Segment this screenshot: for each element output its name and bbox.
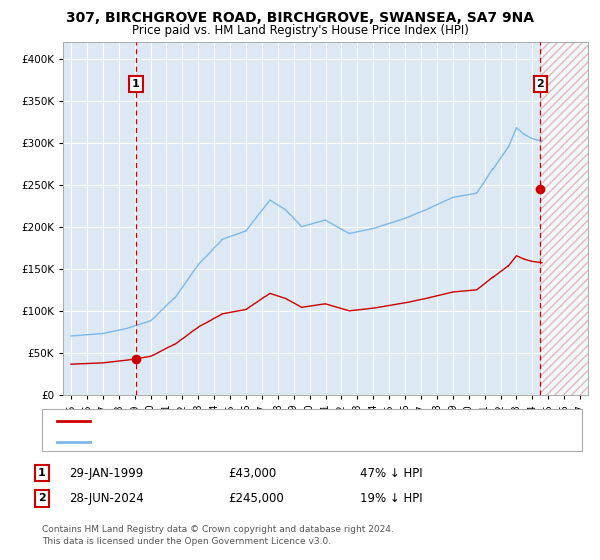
Text: 47% ↓ HPI: 47% ↓ HPI <box>360 466 422 480</box>
Text: Price paid vs. HM Land Registry's House Price Index (HPI): Price paid vs. HM Land Registry's House … <box>131 24 469 36</box>
Text: 1: 1 <box>38 468 46 478</box>
Text: Contains HM Land Registry data © Crown copyright and database right 2024.: Contains HM Land Registry data © Crown c… <box>42 525 394 534</box>
Text: 1: 1 <box>132 79 140 89</box>
Text: HPI: Average price, detached house, Swansea: HPI: Average price, detached house, Swan… <box>96 437 335 446</box>
Text: 28-JUN-2024: 28-JUN-2024 <box>69 492 144 505</box>
Text: 19% ↓ HPI: 19% ↓ HPI <box>360 492 422 505</box>
Text: £43,000: £43,000 <box>228 466 276 480</box>
Bar <box>540 42 600 395</box>
Text: 2: 2 <box>38 493 46 503</box>
Text: £245,000: £245,000 <box>228 492 284 505</box>
Text: 307, BIRCHGROVE ROAD, BIRCHGROVE, SWANSEA, SA7 9NA (detached house): 307, BIRCHGROVE ROAD, BIRCHGROVE, SWANSE… <box>96 416 505 426</box>
Text: This data is licensed under the Open Government Licence v3.0.: This data is licensed under the Open Gov… <box>42 537 331 546</box>
Bar <box>540 42 600 395</box>
Text: 2: 2 <box>536 79 544 89</box>
Text: 29-JAN-1999: 29-JAN-1999 <box>69 466 143 480</box>
Text: 307, BIRCHGROVE ROAD, BIRCHGROVE, SWANSEA, SA7 9NA: 307, BIRCHGROVE ROAD, BIRCHGROVE, SWANSE… <box>66 11 534 25</box>
